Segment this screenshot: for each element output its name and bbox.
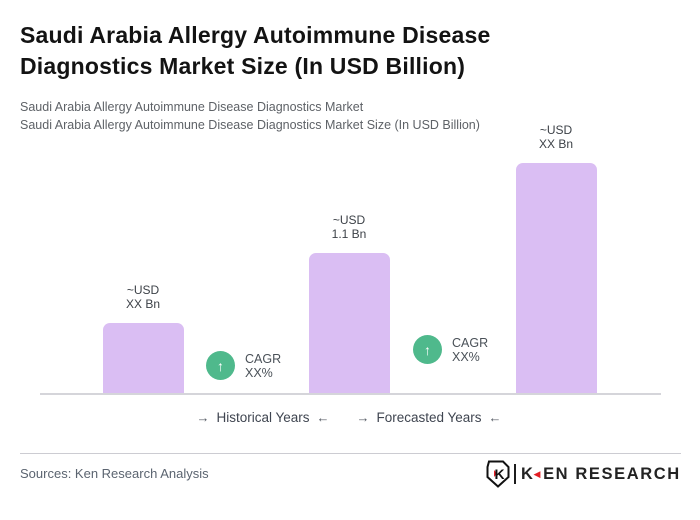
bar-value-line2: 1.1 Bn	[331, 226, 367, 241]
bar-value-label: ~USD XX Bn	[88, 283, 198, 311]
historical-years-label: Historical Years	[216, 410, 310, 425]
arrow-up-icon: ↑	[424, 341, 431, 358]
arrow-left-icon: ←	[316, 410, 330, 425]
arrow-up-icon: ↑	[217, 357, 224, 374]
bar-historical-start	[103, 323, 184, 393]
bar-value-label: ~USD XX Bn	[501, 123, 611, 151]
growth-circle: ↑	[206, 351, 235, 380]
logo-divider-bar	[514, 464, 516, 484]
page-title: Saudi Arabia Allergy Autoimmune Disease …	[20, 20, 640, 82]
cagr-text: CAGR XX%	[452, 335, 488, 364]
title-line-1: Saudi Arabia Allergy Autoimmune Disease	[20, 22, 491, 48]
subtitle-line-1: Saudi Arabia Allergy Autoimmune Disease …	[20, 100, 364, 114]
cagr-value: XX%	[245, 365, 273, 380]
forecasted-years-label: Forecasted Years	[376, 410, 482, 425]
svg-text:K: K	[494, 466, 504, 482]
bar-value-line2: XX Bn	[538, 136, 574, 151]
red-arrow-icon: ◀	[533, 468, 543, 479]
cagr-badge-forecast: ↑ CAGR XX%	[413, 335, 488, 364]
cagr-label: CAGR	[245, 352, 282, 366]
arrow-left-icon: ←	[488, 410, 502, 425]
bar-value-line1: ~USD	[539, 123, 573, 137]
cagr-text: CAGR XX%	[245, 351, 281, 380]
footer-divider	[20, 453, 681, 454]
wordmark-rest: EN RESEARCH	[543, 464, 681, 483]
axis-section-forecasted: → Forecasted Years ←	[356, 410, 502, 425]
arrow-right-icon: →	[356, 410, 370, 425]
bar-historical-end	[309, 253, 390, 393]
chart-subtitle: Saudi Arabia Allergy Autoimmune Disease …	[20, 98, 580, 134]
arrow-right-icon: →	[196, 410, 210, 425]
bar-value-line1: ~USD	[126, 283, 160, 297]
growth-circle: ↑	[413, 335, 442, 364]
bar-value-line2: XX Bn	[125, 296, 161, 311]
sources-text: Sources: Ken Research Analysis	[20, 466, 209, 481]
ken-research-logo: K K ◀ EN RESEARCH	[486, 459, 681, 489]
ken-research-emblem-icon: K	[486, 460, 510, 488]
cagr-label: CAGR	[452, 336, 489, 350]
cagr-value: XX%	[452, 349, 480, 364]
wordmark-k: K	[521, 464, 535, 483]
subtitle-line-2: Saudi Arabia Allergy Autoimmune Disease …	[20, 118, 480, 132]
bar-forecast	[516, 163, 597, 393]
bar-value-label: ~USD 1.1 Bn	[294, 213, 404, 241]
title-line-2: Diagnostics Market Size (In USD Billion)	[20, 53, 466, 79]
ken-research-wordmark: K ◀ EN RESEARCH	[521, 465, 681, 484]
axis-section-historical: → Historical Years ←	[196, 410, 330, 425]
x-axis-line	[40, 393, 661, 395]
bar-value-line1: ~USD	[332, 213, 366, 227]
cagr-badge-historical: ↑ CAGR XX%	[206, 351, 281, 380]
